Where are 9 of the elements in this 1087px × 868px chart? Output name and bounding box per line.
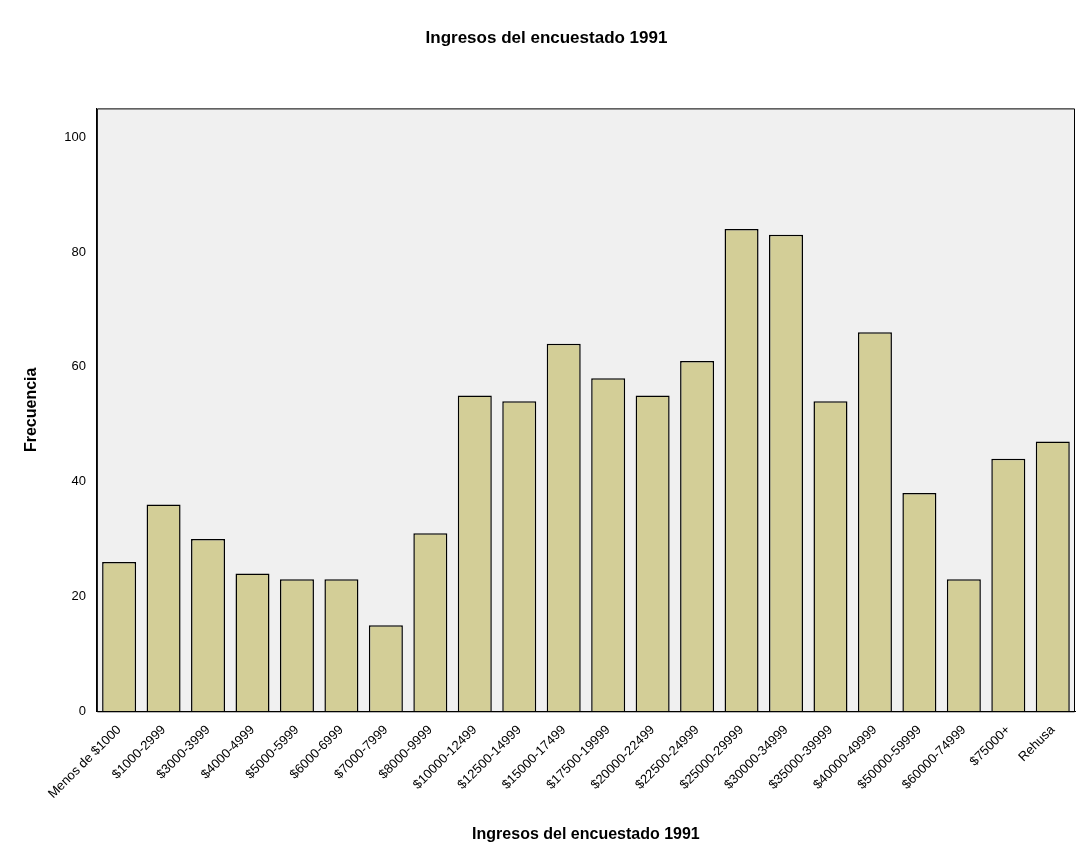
y-axis-title: Frecuencia xyxy=(22,367,40,453)
x-axis-title: Ingresos del encuestado 1991 xyxy=(472,824,700,842)
y-tick-label: 0 xyxy=(78,702,86,718)
y-tick-label: 80 xyxy=(71,243,86,259)
y-tick-label: 100 xyxy=(64,128,86,144)
y-tick-label: 40 xyxy=(71,473,86,489)
y-tick-label: 20 xyxy=(71,588,86,604)
chart-title: Ingresos del encuestado 1991 xyxy=(425,27,668,47)
y-tick-label: 60 xyxy=(71,358,86,374)
